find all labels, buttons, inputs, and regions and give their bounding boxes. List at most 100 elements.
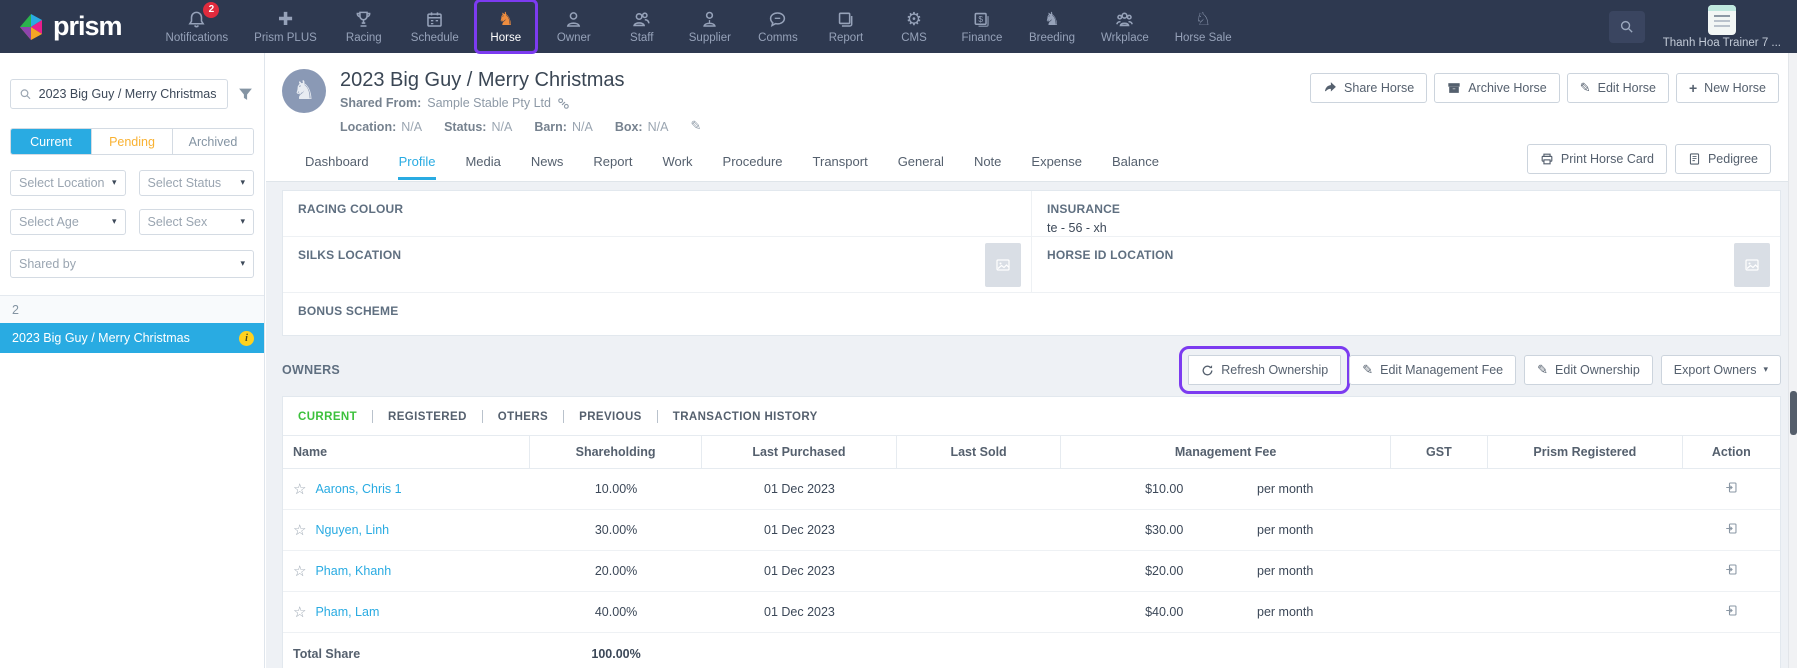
horse-search-input[interactable] (38, 87, 219, 101)
row-action-icon[interactable] (1725, 563, 1738, 576)
user-menu[interactable]: Thanh Hoa Trainer 7 ... (1663, 4, 1781, 49)
refresh-ownership-button[interactable]: Refresh Ownership (1179, 346, 1351, 394)
info-icon[interactable] (239, 330, 254, 346)
nav-item-racing[interactable]: Racing (333, 0, 395, 53)
star-icon[interactable]: ☆ (293, 603, 307, 621)
nav-item-schedule[interactable]: Schedule (401, 0, 469, 53)
horse-list-item-selected[interactable]: 2023 Big Guy / Merry Christmas (0, 323, 264, 353)
nav-item-cms[interactable]: ⚙ CMS (883, 0, 945, 53)
col-last-purchased: Last Purchased (702, 436, 897, 469)
dollar-box-icon: $ (972, 9, 991, 29)
edit-management-fee-button[interactable]: ✎ Edit Management Fee (1349, 355, 1517, 385)
nav-item-breeding[interactable]: ♞ Breeding (1019, 0, 1085, 53)
tab-transport[interactable]: Transport (812, 154, 868, 169)
nav-item-notifications[interactable]: 2 Notifications (156, 0, 239, 53)
owner-name-link[interactable]: Pham, Khanh (315, 564, 392, 578)
chevron-down-icon: ▾ (240, 178, 245, 188)
horse-head-icon: ♞ (1043, 8, 1061, 30)
share-horse-button[interactable]: Share Horse (1310, 73, 1428, 103)
subtab-others[interactable]: OTHERS (497, 410, 549, 423)
primary-nav: 2 Notifications ✚ Prism PLUS Racing Sche… (156, 0, 1242, 54)
tab-expense[interactable]: Expense (1031, 154, 1082, 169)
shared-from-value: Sample Stable Pty Ltd (427, 96, 551, 110)
prism-logo[interactable]: prism (16, 11, 123, 42)
select-age[interactable]: Select Age ▾ (10, 209, 126, 235)
calendar-icon (425, 9, 444, 29)
image-icon (996, 259, 1010, 271)
select-status[interactable]: Select Status ▾ (138, 170, 254, 196)
prism-logo-icon (20, 13, 42, 40)
star-icon[interactable]: ☆ (293, 480, 307, 498)
owner-name-link[interactable]: Aarons, Chris 1 (315, 482, 402, 496)
tab-work[interactable]: Work (662, 154, 693, 169)
nav-label: Finance (961, 31, 1003, 44)
row-action-icon[interactable] (1725, 522, 1738, 535)
row-action-icon[interactable] (1725, 604, 1738, 617)
tab-procedure[interactable]: Procedure (722, 154, 783, 169)
col-shareholding: Shareholding (530, 436, 703, 469)
edit-meta-pencil-icon[interactable]: ✎ (690, 119, 702, 134)
nav-item-finance[interactable]: $ Finance (951, 0, 1013, 53)
row-action-icon[interactable] (1725, 481, 1738, 494)
col-prism-registered: Prism Registered (1488, 436, 1683, 469)
select-location[interactable]: Select Location ▾ (10, 170, 126, 196)
new-horse-button[interactable]: + New Horse (1675, 73, 1779, 103)
silks-image-placeholder[interactable] (985, 243, 1021, 287)
subtab-transaction-history[interactable]: TRANSACTION HISTORY (672, 410, 818, 423)
nav-item-horse-sale[interactable]: ♘ Horse Sale (1165, 0, 1242, 53)
owner-name-link[interactable]: Pham, Lam (315, 605, 380, 619)
meta-status: Status: N/A (444, 119, 513, 134)
image-icon (1745, 259, 1759, 271)
subtab-registered[interactable]: REGISTERED (388, 410, 467, 423)
tab-archived[interactable]: Archived (173, 129, 253, 154)
nav-item-horse[interactable]: ♞ Horse (473, 0, 538, 54)
select-shared-by[interactable]: Shared by ▾ (10, 250, 254, 278)
nav-item-supplier[interactable]: Supplier (679, 0, 741, 53)
export-owners-dropdown[interactable]: Export Owners ▾ (1660, 355, 1781, 385)
nav-label: Notifications (165, 31, 229, 44)
col-action: Action (1682, 436, 1780, 469)
star-icon[interactable]: ☆ (293, 521, 307, 539)
link-icon[interactable] (557, 97, 570, 110)
nav-item-prism-plus[interactable]: ✚ Prism PLUS (244, 0, 327, 53)
archive-horse-button[interactable]: Archive Horse (1434, 73, 1560, 103)
filter-icon[interactable] (237, 86, 254, 103)
edit-ownership-button[interactable]: ✎ Edit Ownership (1524, 355, 1653, 385)
col-gst: GST (1390, 436, 1489, 469)
edit-horse-button[interactable]: ✎ Edit Horse (1566, 73, 1669, 103)
tab-profile[interactable]: Profile (398, 145, 437, 180)
subtab-current[interactable]: CURRENT (298, 410, 358, 423)
nav-label: CMS (901, 31, 927, 44)
chevron-down-icon: ▾ (1763, 365, 1768, 375)
nav-item-report[interactable]: Report (815, 0, 877, 53)
gear-icon: ⚙ (905, 8, 923, 30)
tab-dashboard[interactable]: Dashboard (305, 154, 369, 169)
tab-media[interactable]: Media (465, 154, 501, 169)
tab-balance[interactable]: Balance (1112, 154, 1159, 169)
pencil-icon: ✎ (1537, 362, 1549, 378)
pedigree-button[interactable]: Pedigree (1674, 144, 1771, 174)
tab-general[interactable]: General (897, 154, 944, 169)
select-sex[interactable]: Select Sex ▾ (138, 209, 254, 235)
nav-item-wrkplace[interactable]: Wrkplace (1091, 0, 1159, 53)
nav-item-comms[interactable]: Comms (747, 0, 809, 53)
vertical-scrollbar[interactable] (1788, 53, 1797, 668)
tab-current[interactable]: Current (11, 129, 91, 154)
subtab-previous[interactable]: PREVIOUS (579, 410, 642, 423)
tab-note[interactable]: Note (973, 154, 1002, 169)
tab-news[interactable]: News (530, 154, 564, 169)
sidebar-search-row (10, 79, 254, 109)
select-status-value: Select Status (147, 176, 222, 190)
horse-id-image-placeholder[interactable] (1734, 243, 1770, 287)
global-search-button[interactable] (1608, 10, 1645, 43)
star-icon[interactable]: ☆ (293, 562, 307, 580)
total-share-row: Total Share 100.00% (283, 633, 1780, 668)
plus-icon: + (1688, 80, 1698, 96)
tab-report[interactable]: Report (593, 154, 633, 169)
nav-item-staff[interactable]: Staff (611, 0, 673, 53)
owner-name-link[interactable]: Nguyen, Linh (315, 523, 390, 537)
tab-pending[interactable]: Pending (91, 129, 173, 154)
scrollbar-thumb[interactable] (1790, 391, 1797, 435)
nav-item-owner[interactable]: Owner (543, 0, 605, 53)
print-horse-card-button[interactable]: Print Horse Card (1526, 144, 1667, 174)
